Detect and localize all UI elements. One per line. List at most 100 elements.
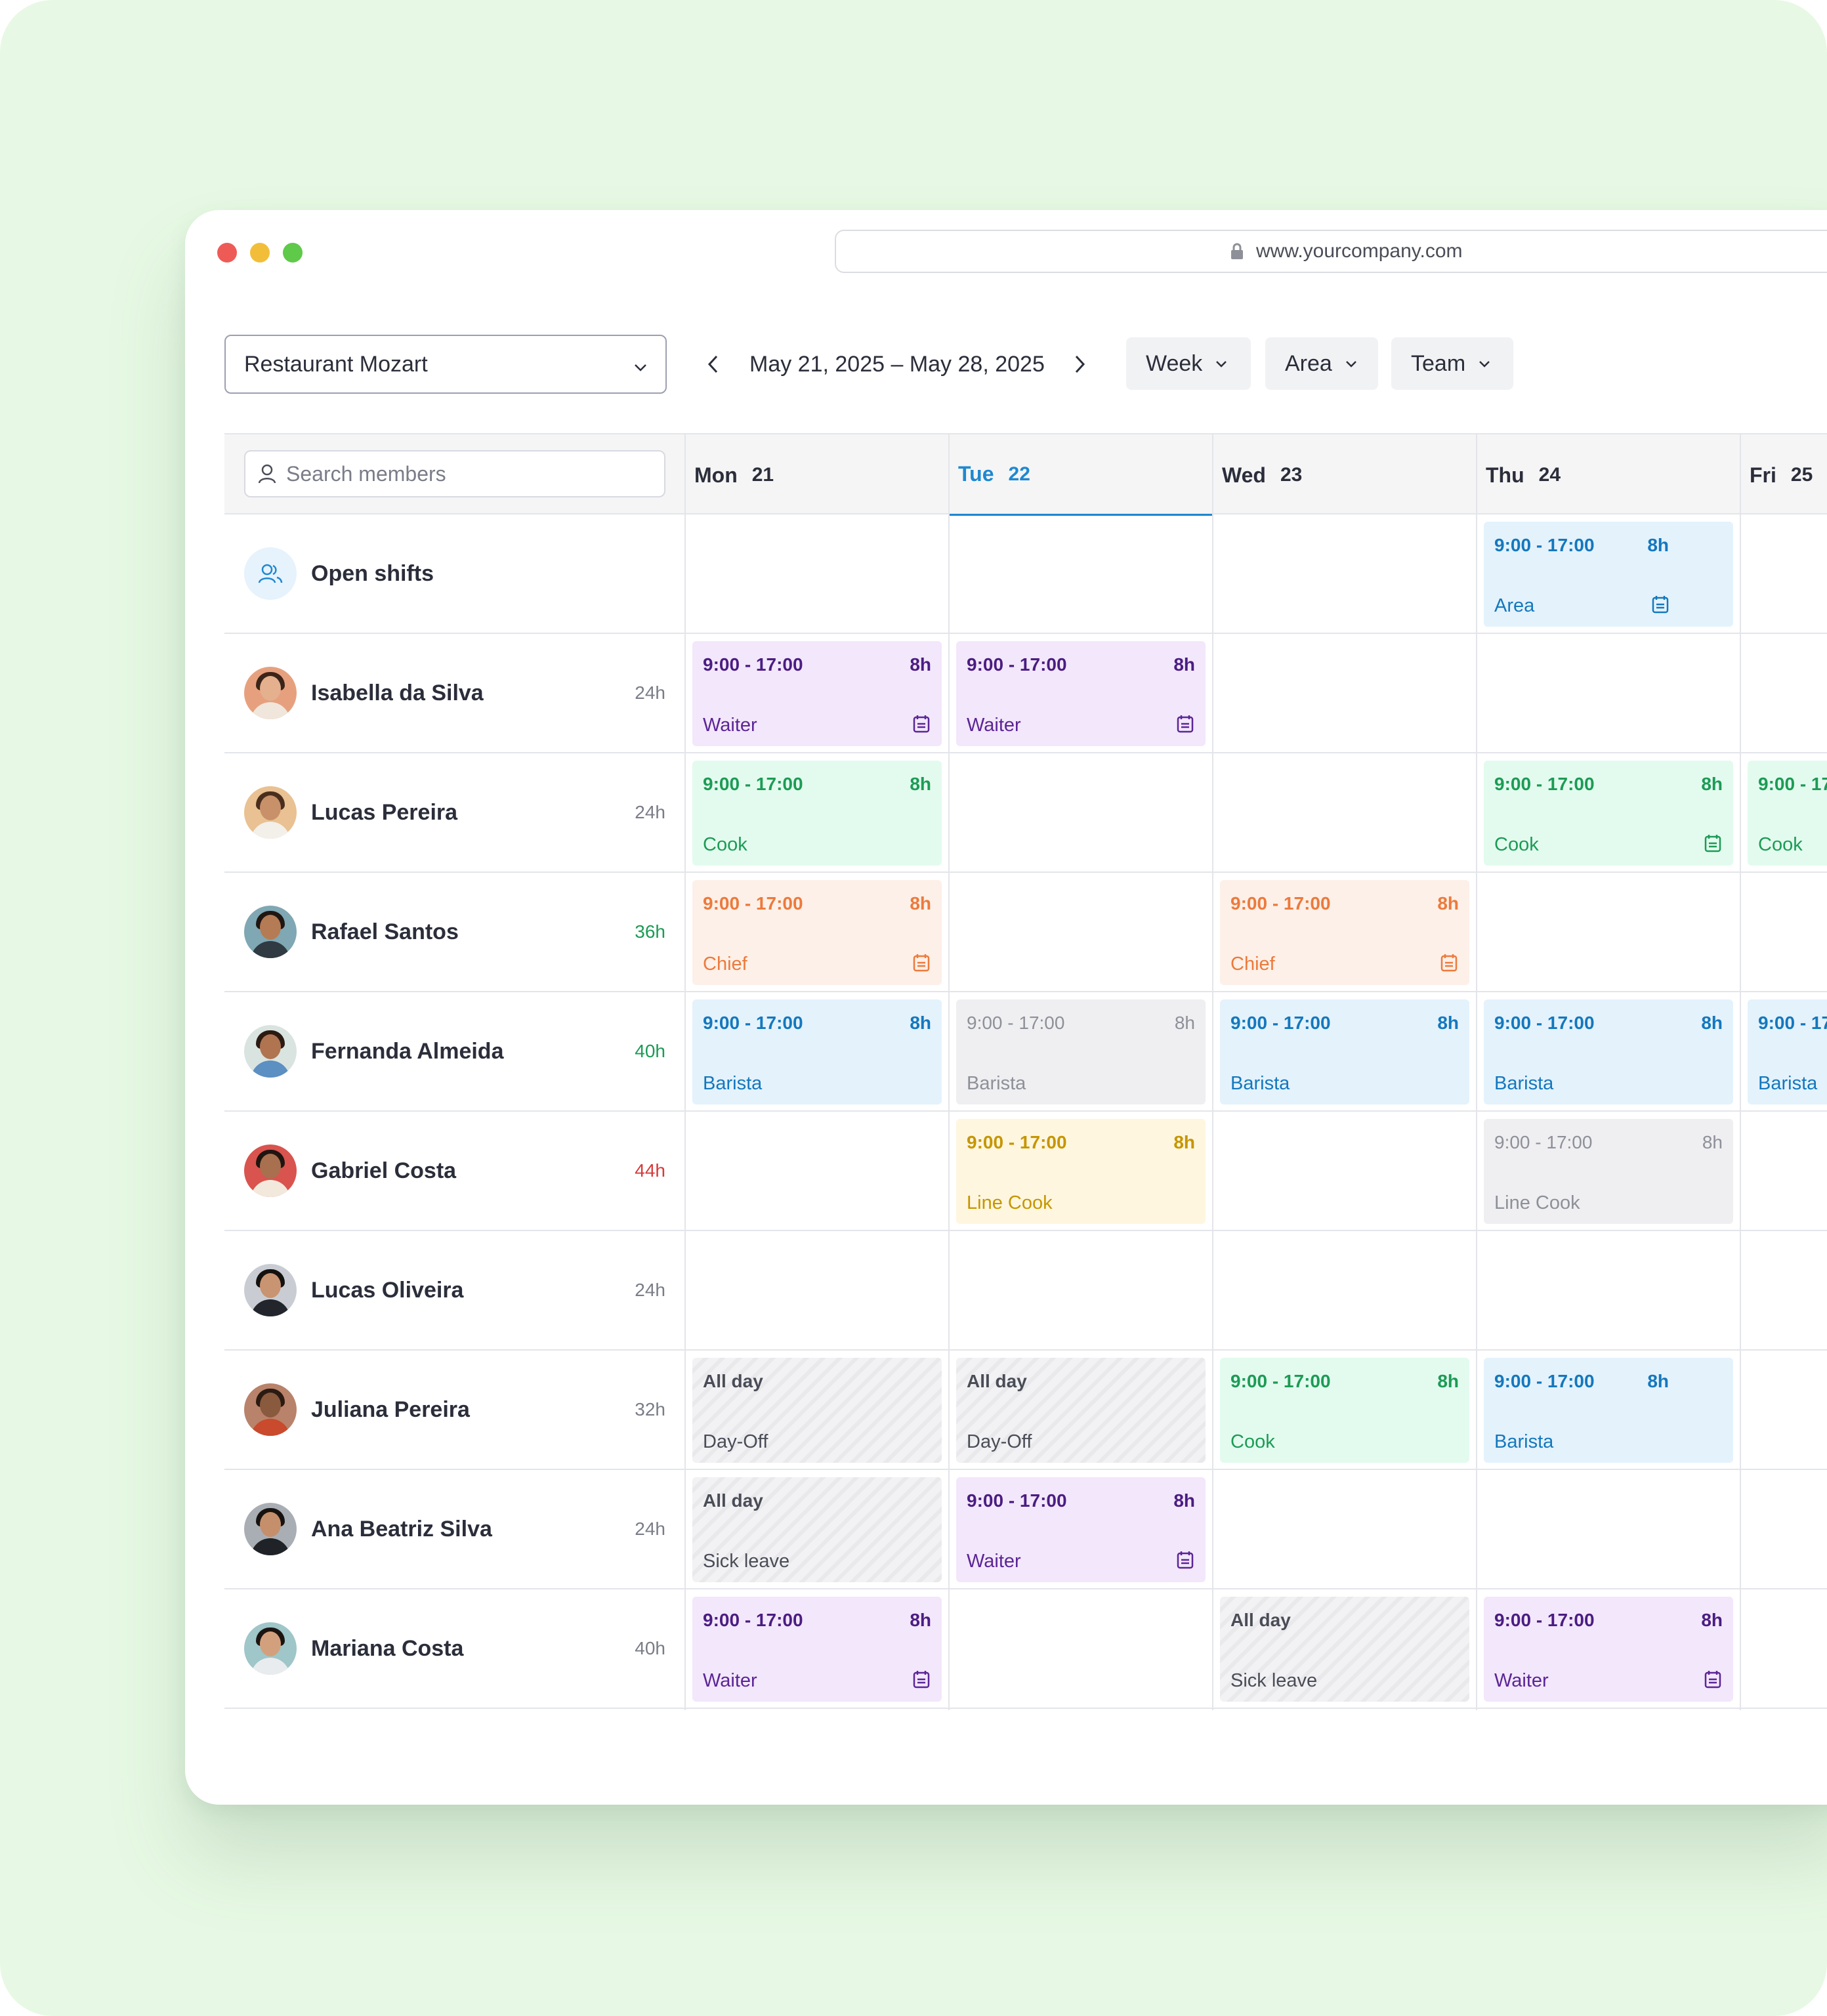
member-name: Lucas Pereira xyxy=(311,799,458,825)
minimize-window-button[interactable] xyxy=(250,243,270,262)
member-info[interactable]: Rafael Santos xyxy=(244,873,459,991)
shift-card[interactable]: 9:00 - 17:00 8h Line Cook xyxy=(956,1119,1206,1224)
open-shifts-label[interactable]: Open shifts xyxy=(244,514,434,633)
day-header-tue[interactable]: Tue 22 xyxy=(949,434,1213,516)
day-header-fri[interactable]: Fri 25 xyxy=(1740,434,1827,516)
time-off-card[interactable]: All day Sick leave xyxy=(1220,1597,1469,1702)
browser-window: www.yourcompany.com Restaurant Mozart Ma… xyxy=(185,210,1827,1805)
shift-duration: 8h xyxy=(1647,1371,1669,1391)
shift-card[interactable]: 9:00 - 17:00 8h Waiter xyxy=(692,641,942,746)
open-shifts-row: Open shifts xyxy=(224,514,1827,634)
day-name: Wed xyxy=(1222,463,1266,487)
shift-duration: 8h xyxy=(1173,654,1195,675)
shift-role: Barista xyxy=(703,1073,763,1094)
chevron-down-icon xyxy=(634,352,647,377)
shift-card[interactable]: 9:00 - 17:00 8h Line Cook xyxy=(1484,1119,1733,1224)
day-header-thu[interactable]: Thu 24 xyxy=(1477,434,1740,516)
shift-card[interactable]: 9:00 - 17:00 8h Chief xyxy=(1220,880,1469,985)
member-row-ana: Ana Beatriz Silva 24h xyxy=(224,1470,1827,1589)
member-name: Lucas Oliveira xyxy=(311,1277,464,1303)
shift-card[interactable]: 9:00 - 17:00 Barista xyxy=(1748,999,1827,1104)
shift-time: 9:00 - 17:00 xyxy=(1230,1013,1331,1033)
avatar xyxy=(244,1144,297,1197)
day-header-wed[interactable]: Wed 23 xyxy=(1213,434,1477,516)
member-info[interactable]: Gabriel Costa xyxy=(244,1112,456,1230)
shift-card[interactable]: 9:00 - 17:00 8h Barista xyxy=(1484,1358,1733,1463)
avatar xyxy=(244,667,297,719)
shift-duration: 8h xyxy=(910,1610,931,1630)
member-info[interactable]: Mariana Costa xyxy=(244,1589,463,1708)
shift-time: 9:00 - 17:00 xyxy=(703,893,803,914)
member-info[interactable]: Lucas Pereira xyxy=(244,753,457,872)
member-name: Gabriel Costa xyxy=(311,1158,457,1183)
day-header-mon[interactable]: Mon 21 xyxy=(685,434,949,516)
time-off-card[interactable]: All day Day-Off xyxy=(956,1358,1206,1463)
day-name: Tue xyxy=(958,462,994,486)
shift-card[interactable]: 9:00 - 17:00 8h Cook xyxy=(692,761,942,866)
area-dropdown[interactable]: Area xyxy=(1265,337,1378,390)
shift-card[interactable]: 9:00 - 17:00 Cook xyxy=(1748,761,1827,866)
shift-card[interactable]: 9:00 - 17:00 8h Barista xyxy=(1484,999,1733,1104)
day-name: Thu xyxy=(1486,463,1524,487)
shift-time: 9:00 - 17:00 xyxy=(703,654,803,675)
time-off-card[interactable]: All day Day-Off xyxy=(692,1358,942,1463)
shift-time: 9:00 - 17:00 xyxy=(967,1132,1067,1152)
member-info[interactable]: Juliana Pereira xyxy=(244,1351,470,1469)
avatar xyxy=(244,1622,297,1675)
location-select[interactable]: Restaurant Mozart xyxy=(224,335,667,394)
member-info[interactable]: Isabella da Silva xyxy=(244,634,484,752)
shift-role: Area xyxy=(1494,595,1535,616)
shift-card[interactable]: 9:00 - 17:00 8h Cook xyxy=(1220,1358,1469,1463)
next-week-button[interactable] xyxy=(1064,349,1095,379)
member-hours: 24h xyxy=(635,682,665,703)
shift-role: Waiter xyxy=(703,1670,757,1691)
shift-role: Barista xyxy=(1230,1073,1290,1094)
shift-time: 9:00 - 17:00 xyxy=(967,654,1067,675)
shift-card[interactable]: 9:00 - 17:00 8h Barista xyxy=(1220,999,1469,1104)
member-info[interactable]: Ana Beatriz Silva xyxy=(244,1470,492,1588)
calendar-icon xyxy=(913,954,930,975)
member-hours: 32h xyxy=(635,1399,665,1419)
shift-card[interactable]: 9:00 - 17:00 8h Cook xyxy=(1484,761,1733,866)
member-hours: 24h xyxy=(635,1519,665,1539)
address-bar[interactable]: www.yourcompany.com xyxy=(835,230,1827,273)
member-info[interactable]: Fernanda Almeida xyxy=(244,992,503,1110)
close-window-button[interactable] xyxy=(217,243,237,262)
shift-role: Waiter xyxy=(703,715,757,736)
shift-role: Cook xyxy=(1758,834,1803,855)
maximize-window-button[interactable] xyxy=(283,243,303,262)
shift-role: Barista xyxy=(1758,1073,1818,1094)
shift-time: All day xyxy=(967,1371,1027,1391)
shift-time: All day xyxy=(703,1371,763,1391)
previous-week-button[interactable] xyxy=(698,349,728,379)
shift-time: 9:00 - 17:00 xyxy=(1494,774,1595,794)
shift-time: 9:00 - 17:00 xyxy=(967,1013,1065,1033)
shift-time: 9:00 - 17:00 xyxy=(1758,774,1827,794)
shift-card[interactable]: 9:00 - 17:00 8h Barista xyxy=(692,999,942,1104)
shift-role: Cook xyxy=(1494,834,1539,855)
view-dropdown[interactable]: Week xyxy=(1126,337,1251,390)
day-number: 24 xyxy=(1538,464,1561,486)
location-select-value: Restaurant Mozart xyxy=(244,351,428,377)
shift-role: Barista xyxy=(1494,1073,1554,1094)
calendar-icon xyxy=(913,715,930,736)
team-dropdown[interactable]: Team xyxy=(1391,337,1513,390)
member-info[interactable]: Lucas Oliveira xyxy=(244,1231,463,1349)
shift-card[interactable]: 9:00 - 17:00 8h Waiter xyxy=(692,1597,942,1702)
shift-duration: 8h xyxy=(1173,1132,1195,1152)
shift-time: 9:00 - 17:00 xyxy=(1758,1013,1827,1033)
shift-card[interactable]: 9:00 - 17:00 8h Waiter xyxy=(956,1477,1206,1582)
shift-duration: 8h xyxy=(1437,893,1459,914)
shift-duration: 8h xyxy=(1647,535,1669,555)
open-shift-card[interactable]: 9:00 - 17:00 8h Area xyxy=(1484,522,1733,627)
calendar-icon xyxy=(913,1670,930,1692)
member-hours: 24h xyxy=(635,1280,665,1300)
time-off-card[interactable]: All day Sick leave xyxy=(692,1477,942,1582)
shift-card[interactable]: 9:00 - 17:00 8h Waiter xyxy=(1484,1597,1733,1702)
shift-card[interactable]: 9:00 - 17:00 8h Waiter xyxy=(956,641,1206,746)
avatar xyxy=(244,1025,297,1078)
shift-card[interactable]: 9:00 - 17:00 8h Barista xyxy=(956,999,1206,1104)
search-members-input[interactable]: Search members xyxy=(244,450,665,497)
group-icon xyxy=(244,547,297,600)
shift-card[interactable]: 9:00 - 17:00 8h Chief xyxy=(692,880,942,985)
